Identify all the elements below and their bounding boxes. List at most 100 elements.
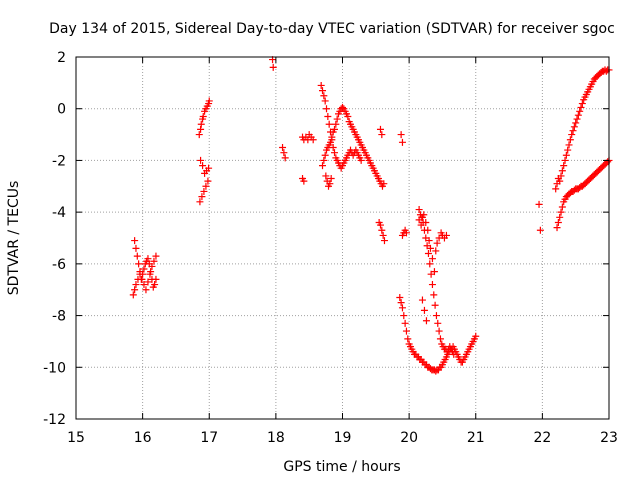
data-point xyxy=(136,270,144,278)
data-point xyxy=(417,221,425,229)
data-point xyxy=(431,301,439,309)
data-point xyxy=(562,151,570,159)
data-point xyxy=(428,255,436,263)
data-point xyxy=(436,335,444,343)
data-point xyxy=(320,92,328,100)
x-axis-ticks: 15 16 17 18 19 20 21 22 23 xyxy=(67,57,618,446)
data-point xyxy=(398,304,406,312)
data-point xyxy=(321,151,329,159)
data-point xyxy=(327,175,335,183)
data-point xyxy=(331,125,339,133)
data-point xyxy=(152,252,160,260)
data-point xyxy=(320,156,328,164)
data-point xyxy=(556,177,564,185)
data-point xyxy=(565,141,573,149)
data-point xyxy=(556,213,564,221)
data-point xyxy=(568,131,576,139)
y-tick-label: -12 xyxy=(43,412,66,428)
series-descent-20h-b xyxy=(415,206,458,358)
x-axis-label: GPS time / hours xyxy=(283,459,400,475)
data-point xyxy=(560,162,568,170)
y-tick-label: -6 xyxy=(52,257,66,273)
data-point xyxy=(569,127,577,135)
data-point xyxy=(576,107,584,115)
data-point xyxy=(472,332,480,340)
data-point xyxy=(420,211,428,219)
data-point xyxy=(553,224,561,232)
y-tick-label: 0 xyxy=(57,102,66,118)
data-point xyxy=(380,180,388,188)
data-point xyxy=(326,180,334,188)
data-point xyxy=(329,144,337,151)
data-point xyxy=(200,187,208,195)
data-point xyxy=(279,144,287,151)
data-point xyxy=(402,327,410,335)
data-point xyxy=(197,120,205,128)
data-point xyxy=(322,172,330,180)
data-point xyxy=(604,158,612,166)
data-point xyxy=(430,291,438,299)
data-point xyxy=(146,270,154,278)
data-point xyxy=(140,265,148,273)
data-point xyxy=(344,112,352,120)
data-point xyxy=(422,317,430,325)
data-point xyxy=(332,120,340,128)
data-point xyxy=(325,120,333,128)
data-point xyxy=(552,185,560,193)
data-point xyxy=(300,177,308,185)
data-point xyxy=(424,250,432,258)
data-point xyxy=(566,136,574,144)
data-point xyxy=(422,218,430,226)
data-point xyxy=(135,260,143,268)
data-point xyxy=(402,229,410,237)
data-point xyxy=(198,193,206,201)
x-tick-label: 18 xyxy=(267,430,285,446)
x-tick-label: 20 xyxy=(400,430,418,446)
data-point xyxy=(557,172,565,180)
series-arc-19h-b xyxy=(317,81,365,172)
data-point xyxy=(195,131,203,139)
data-point xyxy=(339,103,346,111)
data-point xyxy=(142,286,150,294)
data-point xyxy=(536,226,544,234)
data-point xyxy=(327,128,335,136)
data-point xyxy=(535,200,543,208)
data-point xyxy=(197,156,205,164)
data-point xyxy=(281,154,289,162)
y-axis-label: SDTVAR / TECUs xyxy=(6,181,22,296)
data-point xyxy=(578,100,586,108)
grid-lines xyxy=(76,57,609,419)
data-point xyxy=(425,237,433,245)
x-tick-label: 21 xyxy=(467,430,485,446)
data-point xyxy=(151,281,159,289)
data-point xyxy=(202,182,210,190)
data-point xyxy=(131,237,139,245)
data-point xyxy=(148,262,156,270)
data-point xyxy=(197,125,205,133)
data-point xyxy=(557,208,565,216)
y-axis-ticks: 2 0 -2 -4 -6 -8 -10 -12 xyxy=(43,50,609,428)
data-point xyxy=(319,162,327,170)
y-tick-label: -10 xyxy=(43,360,66,376)
series-rise-22h-b xyxy=(535,66,613,234)
data-point xyxy=(401,319,409,327)
data-point xyxy=(204,177,212,185)
data-point xyxy=(573,115,581,123)
data-point xyxy=(140,281,148,289)
series-cluster-18h xyxy=(269,56,317,185)
data-point xyxy=(309,136,317,144)
data-point xyxy=(398,138,406,146)
series-arc-19h-c xyxy=(322,125,410,245)
y-tick-label: -4 xyxy=(52,205,66,221)
data-point xyxy=(196,198,204,206)
data-point xyxy=(205,164,213,172)
data-point xyxy=(434,319,442,327)
data-point xyxy=(435,327,443,335)
data-point xyxy=(331,149,339,157)
x-tick-label: 16 xyxy=(134,430,152,446)
data-point xyxy=(321,97,329,105)
data-point xyxy=(430,268,438,276)
data-point xyxy=(132,281,140,289)
data-point xyxy=(554,218,562,226)
data-point xyxy=(433,239,441,247)
